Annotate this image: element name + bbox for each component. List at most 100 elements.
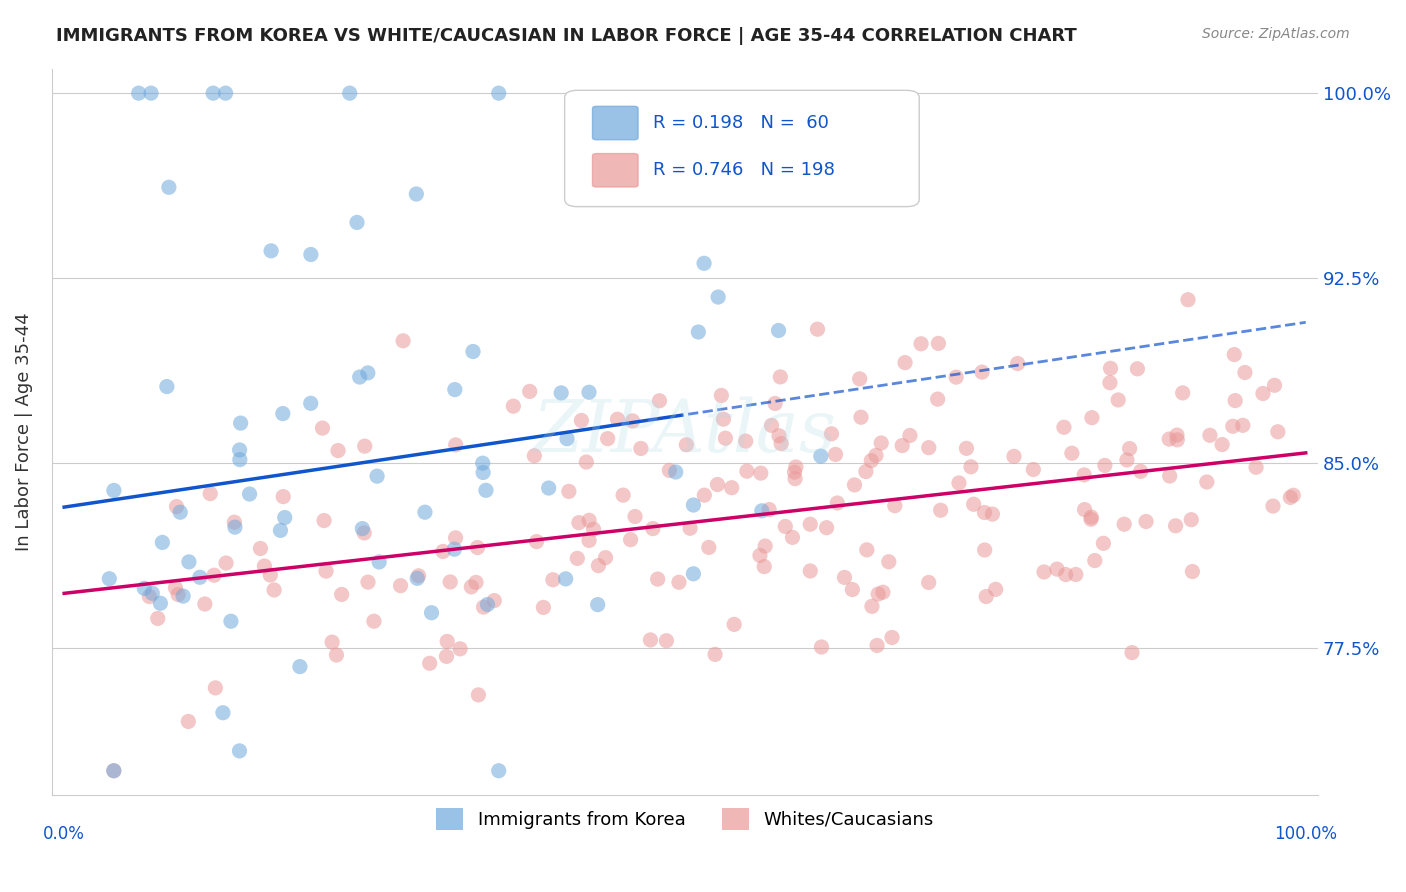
Point <box>984 582 1007 597</box>
Point <box>1116 453 1139 467</box>
Point <box>550 385 572 400</box>
Point <box>865 449 887 463</box>
Point <box>366 469 388 483</box>
Point <box>704 648 727 662</box>
Point <box>1261 499 1284 513</box>
Point <box>595 550 617 565</box>
Point <box>177 714 200 729</box>
Point <box>735 464 758 478</box>
Point <box>1033 565 1056 579</box>
Point <box>707 290 730 304</box>
Point <box>157 180 180 194</box>
Point <box>1114 517 1136 532</box>
Point <box>349 370 371 384</box>
Point <box>172 589 194 603</box>
Point <box>868 587 890 601</box>
Point <box>460 580 482 594</box>
Point <box>271 490 294 504</box>
Point <box>612 488 634 502</box>
Point <box>326 443 349 458</box>
Point <box>768 323 790 337</box>
Point <box>1107 392 1129 407</box>
Point <box>1282 488 1305 502</box>
Point <box>103 764 125 778</box>
Point <box>346 215 368 229</box>
Point <box>675 438 697 452</box>
Point <box>103 483 125 498</box>
Point <box>405 186 427 201</box>
Point <box>472 466 495 480</box>
Point <box>630 442 652 456</box>
Point <box>665 465 688 479</box>
FancyBboxPatch shape <box>592 106 638 140</box>
Point <box>141 586 163 600</box>
Point <box>169 505 191 519</box>
Text: Source: ZipAtlas.com: Source: ZipAtlas.com <box>1202 27 1350 41</box>
Point <box>872 585 894 599</box>
Point <box>1046 562 1069 576</box>
Point <box>352 522 374 536</box>
Point <box>531 600 554 615</box>
Text: R = 0.746   N = 198: R = 0.746 N = 198 <box>654 161 835 179</box>
Point <box>202 568 225 582</box>
Point <box>754 539 776 553</box>
Point <box>406 571 429 585</box>
Point <box>960 459 983 474</box>
Point <box>640 632 662 647</box>
Point <box>134 582 156 596</box>
Point <box>1073 502 1095 516</box>
Point <box>541 573 564 587</box>
Text: IMMIGRANTS FROM KOREA VS WHITE/CAUCASIAN IN LABOR FORCE | AGE 35-44 CORRELATION : IMMIGRANTS FROM KOREA VS WHITE/CAUCASIAN… <box>56 27 1077 45</box>
Point <box>1171 385 1194 400</box>
Point <box>1094 458 1116 473</box>
FancyBboxPatch shape <box>565 90 920 207</box>
Point <box>1177 293 1199 307</box>
Point <box>413 505 436 519</box>
Point <box>311 421 333 435</box>
Point <box>224 520 246 534</box>
Point <box>1080 512 1102 526</box>
Point <box>219 614 242 628</box>
Point <box>488 86 510 100</box>
Point <box>783 472 806 486</box>
Point <box>714 431 737 445</box>
Point <box>1126 361 1149 376</box>
Point <box>754 559 776 574</box>
Point <box>1164 518 1187 533</box>
Point <box>1166 428 1188 442</box>
Point <box>330 587 353 601</box>
Point <box>443 383 465 397</box>
Point <box>228 442 250 457</box>
Point <box>970 365 993 379</box>
Point <box>575 455 598 469</box>
Point <box>870 436 893 450</box>
Point <box>1053 420 1076 434</box>
Point <box>648 393 671 408</box>
Point <box>443 542 465 557</box>
Point <box>1199 428 1222 442</box>
Point <box>1092 536 1115 550</box>
Text: ZIPAtlas: ZIPAtlas <box>533 397 837 467</box>
Point <box>537 481 560 495</box>
Point <box>1064 567 1087 582</box>
Point <box>891 439 914 453</box>
Point <box>929 503 952 517</box>
Point <box>751 504 773 518</box>
Point <box>526 534 548 549</box>
Point <box>156 379 179 393</box>
Point <box>146 611 169 625</box>
Point <box>523 449 546 463</box>
Point <box>150 535 173 549</box>
Point <box>1098 376 1121 390</box>
Point <box>224 515 246 529</box>
Point <box>202 86 225 100</box>
Point <box>392 334 415 348</box>
Legend: Immigrants from Korea, Whites/Caucasians: Immigrants from Korea, Whites/Caucasians <box>429 801 941 838</box>
Point <box>363 614 385 628</box>
Point <box>682 566 704 581</box>
Point <box>849 410 872 425</box>
Point <box>444 531 467 545</box>
Point <box>263 582 285 597</box>
Point <box>194 597 217 611</box>
Point <box>918 441 941 455</box>
